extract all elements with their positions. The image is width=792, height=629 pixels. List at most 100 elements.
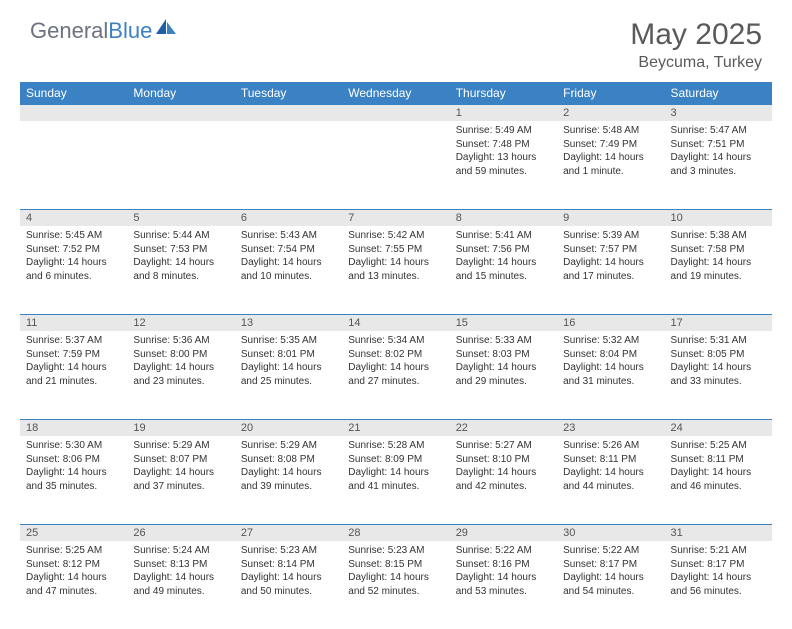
daylight-line: Daylight: 14 hours and 19 minutes.: [671, 256, 766, 283]
sunrise-line: Sunrise: 5:28 AM: [348, 439, 443, 453]
daynum-cell: 27: [235, 524, 342, 541]
sunset-line: Sunset: 8:02 PM: [348, 348, 443, 362]
day-cell: Sunrise: 5:31 AMSunset: 8:05 PMDaylight:…: [665, 331, 772, 419]
daynum-row: 45678910: [20, 209, 772, 226]
sunset-line: Sunset: 8:12 PM: [26, 558, 121, 572]
day-number: 12: [127, 314, 234, 331]
day-cell: [342, 121, 449, 209]
sunset-line: Sunset: 8:11 PM: [671, 453, 766, 467]
header: GeneralBlue May 2025 Beycuma, Turkey: [0, 0, 792, 82]
daynum-cell: 28: [342, 524, 449, 541]
sunrise-line: Sunrise: 5:25 AM: [26, 544, 121, 558]
sunrise-line: Sunrise: 5:44 AM: [133, 229, 228, 243]
sunrise-line: Sunrise: 5:22 AM: [563, 544, 658, 558]
sunset-line: Sunset: 8:07 PM: [133, 453, 228, 467]
day-cell: Sunrise: 5:39 AMSunset: 7:57 PMDaylight:…: [557, 226, 664, 314]
daylight-line: Daylight: 14 hours and 15 minutes.: [456, 256, 551, 283]
daylight-line: Daylight: 14 hours and 46 minutes.: [671, 466, 766, 493]
daynum-cell: 13: [235, 314, 342, 331]
sunset-line: Sunset: 8:00 PM: [133, 348, 228, 362]
daynum-cell: 30: [557, 524, 664, 541]
day-cell: Sunrise: 5:38 AMSunset: 7:58 PMDaylight:…: [665, 226, 772, 314]
daylight-line: Daylight: 14 hours and 44 minutes.: [563, 466, 658, 493]
sunset-line: Sunset: 8:03 PM: [456, 348, 551, 362]
sunset-line: Sunset: 7:59 PM: [26, 348, 121, 362]
sunrise-line: Sunrise: 5:29 AM: [133, 439, 228, 453]
weekday-header: Friday: [557, 82, 664, 104]
daylight-line: Daylight: 14 hours and 21 minutes.: [26, 361, 121, 388]
day-cell: Sunrise: 5:25 AMSunset: 8:12 PMDaylight:…: [20, 541, 127, 629]
day-cell: Sunrise: 5:32 AMSunset: 8:04 PMDaylight:…: [557, 331, 664, 419]
daynum-cell: 1: [450, 104, 557, 121]
day-number: 4: [20, 209, 127, 226]
day-cell: Sunrise: 5:29 AMSunset: 8:08 PMDaylight:…: [235, 436, 342, 524]
sunset-line: Sunset: 7:54 PM: [241, 243, 336, 257]
location-label: Beycuma, Turkey: [630, 54, 762, 72]
daynum-cell: 18: [20, 419, 127, 436]
daylight-line: Daylight: 14 hours and 39 minutes.: [241, 466, 336, 493]
daynum-cell: 4: [20, 209, 127, 226]
content-row: Sunrise: 5:45 AMSunset: 7:52 PMDaylight:…: [20, 226, 772, 314]
day-number: 25: [20, 524, 127, 541]
sunset-line: Sunset: 8:14 PM: [241, 558, 336, 572]
daynum-row: 123: [20, 104, 772, 121]
day-number: 27: [235, 524, 342, 541]
day-number: 17: [665, 314, 772, 331]
sunset-line: Sunset: 8:15 PM: [348, 558, 443, 572]
sail-icon: [156, 19, 178, 42]
day-number: [127, 104, 234, 121]
day-number: 14: [342, 314, 449, 331]
sunrise-line: Sunrise: 5:34 AM: [348, 334, 443, 348]
sunset-line: Sunset: 8:17 PM: [563, 558, 658, 572]
day-cell: Sunrise: 5:30 AMSunset: 8:06 PMDaylight:…: [20, 436, 127, 524]
sunset-line: Sunset: 7:56 PM: [456, 243, 551, 257]
sunrise-line: Sunrise: 5:35 AM: [241, 334, 336, 348]
sunset-line: Sunset: 8:17 PM: [671, 558, 766, 572]
day-number: 24: [665, 419, 772, 436]
day-body: Sunrise: 5:32 AMSunset: 8:04 PMDaylight:…: [557, 331, 664, 394]
daynum-cell: 10: [665, 209, 772, 226]
day-number: [20, 104, 127, 121]
sunrise-line: Sunrise: 5:22 AM: [456, 544, 551, 558]
daynum-cell: [235, 104, 342, 121]
day-body: Sunrise: 5:31 AMSunset: 8:05 PMDaylight:…: [665, 331, 772, 394]
content-row: Sunrise: 5:49 AMSunset: 7:48 PMDaylight:…: [20, 121, 772, 209]
sunrise-line: Sunrise: 5:39 AM: [563, 229, 658, 243]
day-number: 20: [235, 419, 342, 436]
sunset-line: Sunset: 8:10 PM: [456, 453, 551, 467]
sunset-line: Sunset: 8:08 PM: [241, 453, 336, 467]
weekday-header: Sunday: [20, 82, 127, 104]
day-body: Sunrise: 5:39 AMSunset: 7:57 PMDaylight:…: [557, 226, 664, 289]
day-cell: Sunrise: 5:23 AMSunset: 8:14 PMDaylight:…: [235, 541, 342, 629]
daynum-cell: 11: [20, 314, 127, 331]
sunrise-line: Sunrise: 5:36 AM: [133, 334, 228, 348]
daynum-cell: 24: [665, 419, 772, 436]
day-cell: Sunrise: 5:24 AMSunset: 8:13 PMDaylight:…: [127, 541, 234, 629]
day-number: 30: [557, 524, 664, 541]
day-number: 13: [235, 314, 342, 331]
sunset-line: Sunset: 7:51 PM: [671, 138, 766, 152]
day-cell: Sunrise: 5:48 AMSunset: 7:49 PMDaylight:…: [557, 121, 664, 209]
day-number: 26: [127, 524, 234, 541]
day-number: 21: [342, 419, 449, 436]
sunrise-line: Sunrise: 5:31 AM: [671, 334, 766, 348]
sunset-line: Sunset: 7:49 PM: [563, 138, 658, 152]
day-cell: Sunrise: 5:21 AMSunset: 8:17 PMDaylight:…: [665, 541, 772, 629]
sunrise-line: Sunrise: 5:24 AM: [133, 544, 228, 558]
day-number: 23: [557, 419, 664, 436]
day-body: Sunrise: 5:47 AMSunset: 7:51 PMDaylight:…: [665, 121, 772, 184]
sunrise-line: Sunrise: 5:30 AM: [26, 439, 121, 453]
day-body: Sunrise: 5:44 AMSunset: 7:53 PMDaylight:…: [127, 226, 234, 289]
daylight-line: Daylight: 14 hours and 52 minutes.: [348, 571, 443, 598]
sunrise-line: Sunrise: 5:45 AM: [26, 229, 121, 243]
day-body: Sunrise: 5:48 AMSunset: 7:49 PMDaylight:…: [557, 121, 664, 184]
daynum-row: 11121314151617: [20, 314, 772, 331]
day-cell: [235, 121, 342, 209]
daynum-cell: 7: [342, 209, 449, 226]
daylight-line: Daylight: 14 hours and 49 minutes.: [133, 571, 228, 598]
day-body: Sunrise: 5:38 AMSunset: 7:58 PMDaylight:…: [665, 226, 772, 289]
daylight-line: Daylight: 14 hours and 23 minutes.: [133, 361, 228, 388]
day-body: Sunrise: 5:42 AMSunset: 7:55 PMDaylight:…: [342, 226, 449, 289]
weekday-header: Saturday: [665, 82, 772, 104]
daylight-line: Daylight: 14 hours and 17 minutes.: [563, 256, 658, 283]
